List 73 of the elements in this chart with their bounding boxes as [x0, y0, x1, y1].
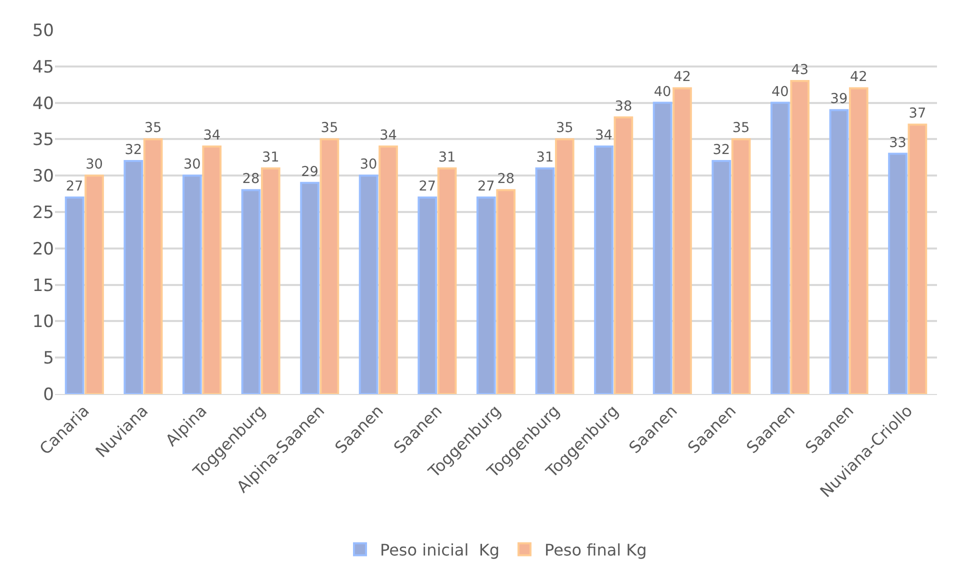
data-label: 40 [771, 84, 789, 100]
bar [829, 109, 849, 394]
y-tick-label: 15 [32, 276, 54, 296]
bar [418, 196, 438, 394]
bar [554, 138, 574, 394]
bar [437, 167, 457, 394]
data-label: 38 [614, 98, 632, 114]
y-tick-label: 30 [32, 166, 54, 187]
bar [770, 102, 790, 394]
bar [64, 196, 84, 394]
data-label: 31 [262, 149, 280, 166]
bar [731, 138, 751, 394]
bar [124, 160, 144, 394]
y-tick-label: 25 [32, 202, 54, 223]
y-tick-label: 0 [43, 384, 54, 405]
data-label: 31 [438, 149, 456, 166]
data-label: 28 [242, 171, 260, 188]
data-label: 37 [908, 106, 926, 122]
bar [300, 182, 320, 394]
legend-label: Peso inicial Kg [380, 540, 500, 560]
data-label: 29 [301, 164, 318, 180]
bar [652, 102, 672, 394]
data-label: 35 [556, 120, 574, 136]
y-tick-label: 50 [32, 20, 54, 41]
data-label: 40 [654, 84, 672, 100]
y-tick-label: 5 [43, 348, 54, 369]
bar [712, 160, 732, 394]
bar [848, 87, 868, 394]
bar [888, 152, 908, 394]
bar [496, 189, 516, 394]
bar [143, 138, 163, 394]
y-tick-label: 20 [32, 239, 54, 260]
bar [535, 167, 555, 394]
data-label: 32 [124, 142, 142, 158]
bar [614, 116, 634, 394]
y-tick-label: 35 [32, 130, 54, 150]
y-tick-label: 45 [32, 57, 54, 78]
data-label: 35 [144, 120, 162, 136]
bar [260, 167, 280, 394]
data-label: 34 [380, 127, 397, 144]
data-label: 39 [830, 91, 848, 108]
y-tick-label: 40 [32, 94, 54, 114]
data-label: 42 [674, 69, 691, 86]
data-label: 34 [203, 127, 221, 144]
bar [476, 196, 496, 394]
data-label: 30 [86, 156, 103, 173]
bar [182, 174, 202, 394]
data-label: 28 [497, 171, 515, 188]
data-label: 32 [712, 142, 730, 158]
bar [672, 87, 692, 394]
data-label: 30 [183, 156, 201, 173]
data-label: 35 [320, 120, 338, 136]
data-label: 27 [477, 178, 495, 194]
bar [358, 174, 378, 394]
data-label: 30 [360, 156, 378, 173]
bar [320, 138, 340, 394]
data-label: 43 [791, 62, 809, 78]
y-tick-label: 10 [32, 312, 54, 332]
bar [202, 145, 222, 394]
data-label: 35 [732, 120, 750, 136]
data-label: 31 [536, 149, 554, 166]
data-label: 42 [850, 69, 868, 86]
bar [378, 145, 398, 394]
legend-label: Peso final Kg [544, 540, 647, 560]
data-label: 33 [889, 134, 906, 151]
bar [790, 80, 810, 394]
bar [594, 145, 614, 394]
bar [241, 189, 261, 394]
data-label: 27 [66, 178, 84, 194]
data-label: 27 [418, 178, 436, 194]
bar [908, 124, 928, 394]
data-label: 34 [595, 127, 612, 144]
bar [84, 174, 104, 394]
